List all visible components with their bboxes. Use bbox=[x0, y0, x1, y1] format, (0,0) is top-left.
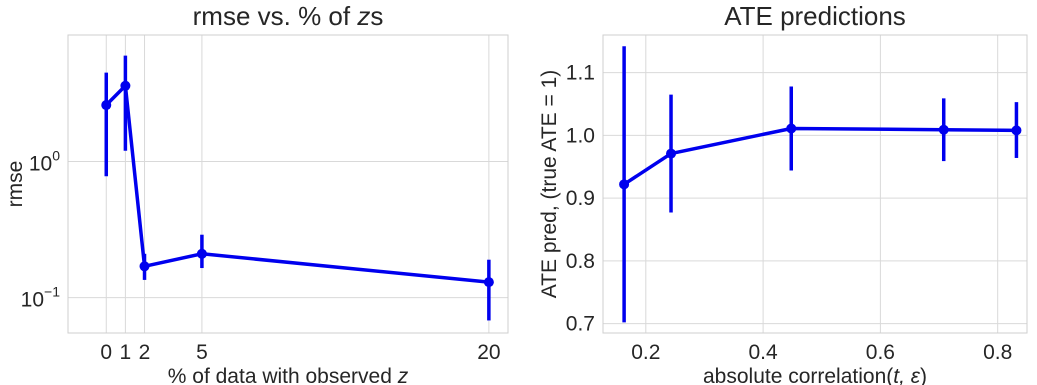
rmse-y-tick-label: 10−1 bbox=[21, 284, 61, 312]
ate-x-tick-label: 0.8 bbox=[983, 341, 1012, 364]
ate-chart-grid bbox=[603, 35, 1027, 333]
rmse-chart-frame bbox=[67, 34, 509, 334]
rmse-chart-title: rmse vs. % of zs bbox=[193, 1, 384, 31]
ate-x-axis-label: absolute correlation(t, ε) bbox=[703, 365, 927, 385]
rmse-y-tick-label: 100 bbox=[29, 148, 60, 176]
rmse-error-bars bbox=[104, 55, 491, 321]
rmse-chart-grid bbox=[68, 35, 508, 333]
rmse-x-tick-labels: 0 1 2 5 20 bbox=[100, 341, 500, 364]
ate-y-tick-label: 1.0 bbox=[566, 124, 595, 147]
ate-y-tick-label: 0.7 bbox=[566, 313, 595, 336]
ate-y-tick-label: 0.8 bbox=[566, 250, 595, 273]
rmse-data-point bbox=[101, 100, 112, 111]
rmse-points bbox=[101, 80, 494, 288]
ate-y-tick-label: 1.1 bbox=[566, 62, 595, 85]
ate-x-tick-label: 0.2 bbox=[631, 341, 660, 364]
rmse-x-axis-label: % of data with observed z bbox=[168, 365, 409, 385]
ate-y-tick-labels: 0.7 0.8 0.9 1.0 1.1 bbox=[566, 62, 595, 336]
rmse-data-point bbox=[196, 248, 207, 259]
ate-points bbox=[619, 123, 1022, 190]
ate-data-point bbox=[666, 148, 677, 159]
rmse-x-tick-label: 5 bbox=[196, 341, 208, 364]
ate-data-point bbox=[786, 123, 797, 134]
ate-data-point bbox=[938, 124, 949, 135]
ate-chart: 0.2 0.4 0.6 0.8 0.7 0.8 0.9 1.0 1.1 ATE predict… bbox=[538, 1, 1028, 385]
rmse-x-tick-label: 0 bbox=[100, 341, 112, 364]
rmse-x-tick-label: 1 bbox=[120, 341, 132, 364]
rmse-x-tick-label: 20 bbox=[477, 341, 500, 364]
ate-x-tick-label: 0.6 bbox=[866, 341, 895, 364]
ate-series-line bbox=[623, 126, 1017, 186]
rmse-x-tick-label: 2 bbox=[139, 341, 151, 364]
rmse-data-point bbox=[120, 80, 131, 91]
ate-chart-title: ATE predictions bbox=[724, 1, 906, 31]
rmse-data-point bbox=[483, 277, 494, 288]
rmse-y-axis-label: rmse bbox=[4, 161, 27, 208]
rmse-series-line bbox=[105, 84, 490, 284]
ate-y-axis-label: ATE pred, (true ATE = 1) bbox=[538, 70, 561, 299]
ate-error-bars bbox=[622, 46, 1019, 323]
ate-data-point bbox=[1011, 125, 1022, 136]
ate-x-tick-label: 0.4 bbox=[748, 341, 778, 364]
ate-x-tick-labels: 0.2 0.4 0.6 0.8 bbox=[631, 341, 1012, 364]
ate-chart-frame bbox=[602, 34, 1028, 334]
rmse-chart: 0 1 2 5 20 100 10−1 rmse vs. % of zs % of dat… bbox=[4, 1, 509, 385]
ate-data-point bbox=[619, 179, 630, 190]
rmse-y-tick-labels: 100 10−1 bbox=[21, 148, 61, 312]
ate-y-tick-label: 0.9 bbox=[566, 187, 595, 210]
rmse-data-point bbox=[139, 261, 150, 272]
